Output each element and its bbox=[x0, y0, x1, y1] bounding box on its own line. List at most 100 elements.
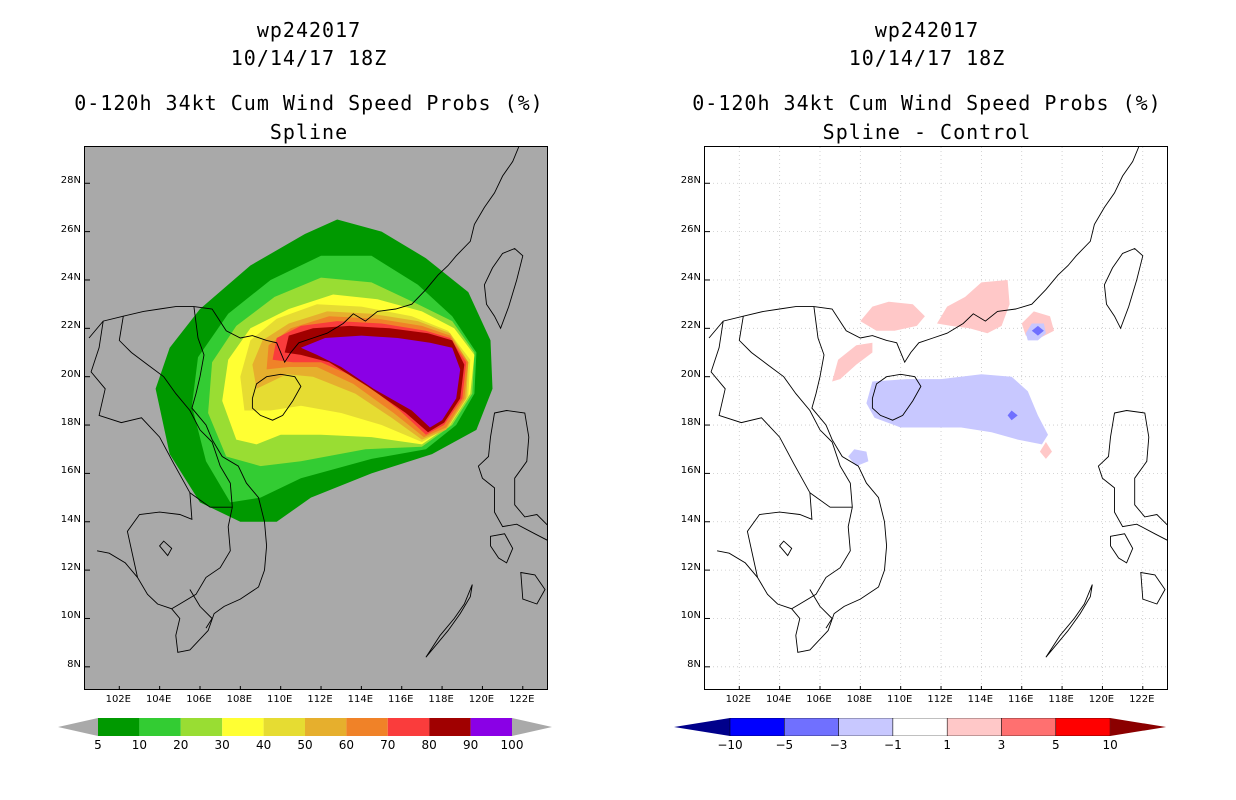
y-tick-label: 18N bbox=[60, 417, 81, 429]
diff-region bbox=[1031, 325, 1044, 336]
colorbar-swatch bbox=[305, 718, 347, 736]
x-tick-label: 120E bbox=[1088, 694, 1115, 705]
x-tick-label: 122E bbox=[1129, 694, 1155, 705]
colorbar-label: 20 bbox=[173, 738, 189, 752]
x-tick-label: 120E bbox=[468, 694, 495, 705]
colorbar-label: −3 bbox=[829, 738, 848, 752]
y-tick-label: 26N bbox=[60, 223, 81, 235]
coastline-laoCam bbox=[809, 492, 853, 508]
coastlines bbox=[708, 147, 1167, 658]
colorbar bbox=[58, 718, 552, 736]
coastline-vnBorder bbox=[738, 316, 853, 610]
colorbar-swatch bbox=[1001, 718, 1057, 736]
x-tick-label: 110E bbox=[266, 694, 293, 705]
colorbar-swatch bbox=[139, 718, 181, 736]
colorbar-swatch bbox=[892, 718, 948, 736]
coastline-mindoro bbox=[1110, 533, 1134, 564]
colorbar-label: 90 bbox=[462, 738, 479, 752]
coastline-laoTh bbox=[710, 321, 813, 578]
x-tick-label: 116E bbox=[1008, 694, 1034, 705]
coastline-gulf bbox=[717, 306, 888, 653]
y-tick-label: 24N bbox=[60, 271, 81, 283]
y-tick-label: 10N bbox=[60, 610, 81, 622]
colorbar-label: 50 bbox=[297, 738, 313, 752]
chart-subtitle: Spline bbox=[269, 120, 349, 144]
plot-area bbox=[84, 146, 548, 690]
y-tick-label: 12N bbox=[60, 562, 81, 574]
coastline-china bbox=[708, 147, 1140, 364]
coastline-tonle bbox=[779, 540, 793, 557]
diff-region bbox=[860, 301, 925, 331]
colorbar-swatch bbox=[429, 718, 471, 736]
x-tick-label: 102E bbox=[105, 694, 131, 705]
diff-region bbox=[937, 280, 1010, 334]
x-tick-label: 110E bbox=[886, 694, 913, 705]
coastline-taiwan bbox=[1103, 247, 1144, 330]
y-tick-label: 24N bbox=[680, 271, 701, 283]
colorbar-swatch bbox=[470, 718, 512, 736]
coastlines bbox=[88, 147, 547, 658]
coastline-mekong bbox=[809, 589, 833, 629]
y-tick-label: 10N bbox=[680, 610, 701, 622]
colorbar-label: −1 bbox=[884, 738, 902, 752]
coastline-panay bbox=[1140, 571, 1166, 605]
colorbar-swatch bbox=[784, 718, 839, 736]
x-tick-label: 114E bbox=[347, 694, 374, 705]
coastline-mindoro bbox=[490, 533, 514, 564]
coastline-hainan bbox=[251, 373, 302, 421]
y-tick-label: 14N bbox=[680, 513, 701, 525]
colorbar-label: 1 bbox=[943, 738, 951, 752]
colorbar-swatch bbox=[180, 718, 223, 736]
coastline-luzon bbox=[477, 410, 547, 541]
x-tick-label: 106E bbox=[806, 694, 832, 705]
colorbar-swatch bbox=[222, 718, 264, 736]
colorbar-label: −10 bbox=[717, 738, 743, 752]
y-tick-label: 12N bbox=[680, 562, 701, 574]
colorbar-swatch bbox=[1055, 718, 1111, 736]
x-tick-label: 108E bbox=[226, 694, 253, 705]
chart-storm-id: wp242017 bbox=[256, 18, 362, 42]
chart-title: 0-120h 34kt Cum Wind Speed Probs (%) bbox=[692, 91, 1162, 115]
colorbar-swatch bbox=[98, 718, 140, 736]
x-tick-label: 114E bbox=[967, 694, 994, 705]
colorbar-label: 10 bbox=[131, 738, 148, 752]
coastline-palawan bbox=[1045, 584, 1093, 658]
x-tick-label: 108E bbox=[846, 694, 873, 705]
axis-tick-marks bbox=[705, 182, 1144, 689]
y-tick-label: 16N bbox=[680, 465, 701, 477]
colorbar-swatch bbox=[263, 718, 305, 736]
coastline-luzon bbox=[1097, 410, 1167, 541]
plot-area bbox=[704, 146, 1168, 690]
y-tick-label: 28N bbox=[60, 175, 81, 187]
chart-datetime: 10/14/17 18Z bbox=[848, 46, 1006, 70]
x-tick-label: 112E bbox=[307, 694, 333, 705]
axis-tick-marks bbox=[85, 182, 524, 689]
y-tick-label: 22N bbox=[680, 320, 701, 332]
coastline-taiwan bbox=[483, 247, 524, 330]
colorbar-label: 5 bbox=[94, 738, 102, 752]
colorbar bbox=[674, 718, 1167, 736]
y-tick-label: 16N bbox=[60, 465, 81, 477]
coastline-laoTh bbox=[90, 321, 193, 578]
y-tick-label: 20N bbox=[680, 368, 701, 380]
colorbar-label: 3 bbox=[997, 738, 1006, 752]
colorbar-high-arrow bbox=[512, 718, 552, 736]
chart-storm-id: wp242017 bbox=[874, 18, 980, 42]
coastline-palawan bbox=[425, 584, 473, 658]
diff-region bbox=[832, 342, 873, 382]
prob-region-90 bbox=[300, 335, 461, 428]
x-tick-label: 102E bbox=[725, 694, 751, 705]
y-tick-label: 28N bbox=[680, 175, 701, 187]
diff-region bbox=[1007, 410, 1018, 421]
chart-datetime: 10/14/17 18Z bbox=[230, 46, 388, 70]
colorbar-swatch bbox=[946, 718, 1002, 736]
coastline-laoCam bbox=[189, 492, 233, 508]
colorbar-label: 30 bbox=[214, 738, 230, 752]
diff-region bbox=[866, 374, 1048, 445]
chart-panel-difference: wp242017 10/14/17 18Z 0-120h 34kt Cum Wi… bbox=[618, 0, 1236, 800]
x-tick-label: 106E bbox=[186, 694, 212, 705]
diff-region bbox=[1039, 442, 1052, 459]
y-tick-label: 14N bbox=[60, 513, 81, 525]
x-tick-label: 104E bbox=[765, 694, 792, 705]
x-tick-label: 118E bbox=[428, 694, 454, 705]
